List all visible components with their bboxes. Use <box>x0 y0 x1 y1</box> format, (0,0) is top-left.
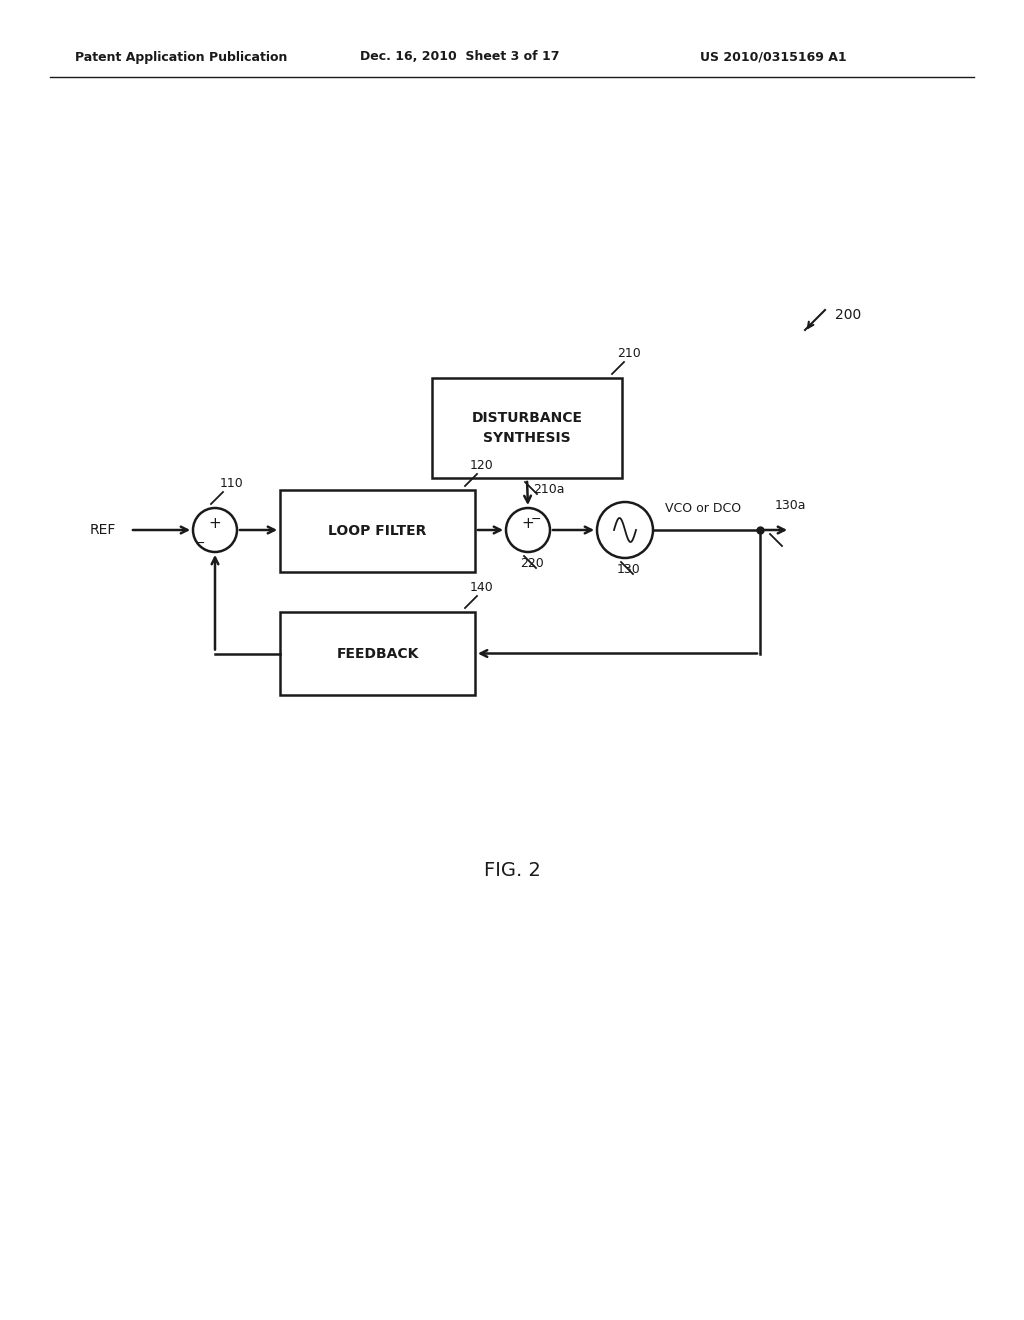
Text: REF: REF <box>90 523 117 537</box>
Text: 120: 120 <box>470 459 494 473</box>
Text: 140: 140 <box>470 581 494 594</box>
Text: FEEDBACK: FEEDBACK <box>336 647 419 660</box>
Text: +: + <box>521 516 535 532</box>
Text: 210: 210 <box>617 347 641 360</box>
Text: VCO or DCO: VCO or DCO <box>665 502 741 515</box>
Text: FIG. 2: FIG. 2 <box>483 861 541 879</box>
Text: US 2010/0315169 A1: US 2010/0315169 A1 <box>700 50 847 63</box>
Text: Dec. 16, 2010  Sheet 3 of 17: Dec. 16, 2010 Sheet 3 of 17 <box>360 50 559 63</box>
Text: 130a: 130a <box>775 499 807 512</box>
Text: 110: 110 <box>220 477 244 490</box>
Text: 220: 220 <box>520 557 544 570</box>
Text: Patent Application Publication: Patent Application Publication <box>75 50 288 63</box>
Text: DISTURBANCE
SYNTHESIS: DISTURBANCE SYNTHESIS <box>471 412 583 445</box>
Text: 200: 200 <box>835 308 861 322</box>
Text: LOOP FILTER: LOOP FILTER <box>329 524 427 539</box>
Text: −: − <box>195 536 205 549</box>
Text: 130: 130 <box>617 564 641 576</box>
Text: +: + <box>209 516 221 532</box>
Bar <box>280 490 475 572</box>
Bar <box>432 378 622 478</box>
Text: 210a: 210a <box>534 483 564 496</box>
Bar <box>280 612 475 696</box>
Text: −: − <box>530 513 542 525</box>
